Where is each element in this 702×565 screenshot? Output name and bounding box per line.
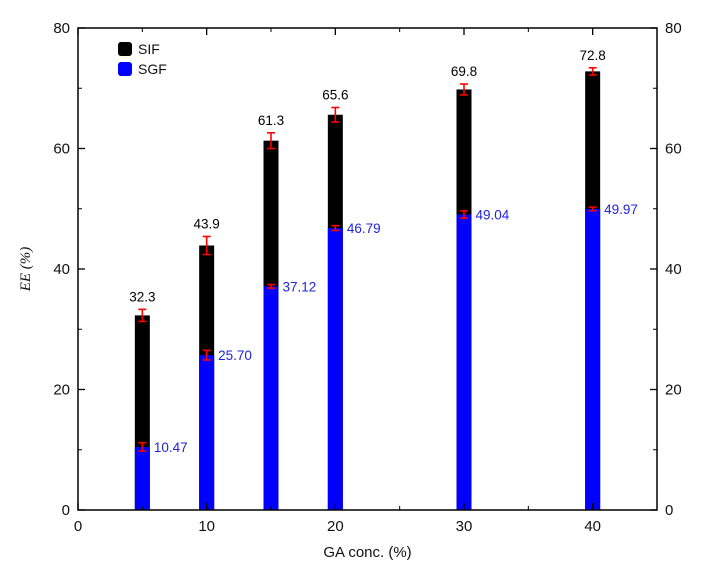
bar-sgf-0 (134, 446, 150, 510)
y-tick-label-right-1: 20 (665, 382, 682, 399)
y-axis-title: EE (%) (18, 247, 34, 293)
bar-sgf-5 (585, 208, 601, 510)
y-tick-label-left-4: 80 (53, 20, 70, 37)
data-label-sgf-3: 46.79 (347, 221, 381, 236)
bar-sgf-3 (327, 228, 343, 510)
data-label-sif-1: 43.9 (194, 216, 220, 231)
x-tick-label-4: 40 (584, 518, 601, 535)
data-labels-layer: 32.3 10.47 43.9 25.70 61.3 37.12 65.6 46.79 69.8… (129, 48, 638, 455)
y-tick-label-right-0: 0 (665, 502, 673, 519)
plot-frame (77, 27, 658, 511)
data-label-sgf-2: 37.12 (283, 279, 317, 294)
data-label-sgf-0: 10.47 (154, 440, 188, 455)
bars-layer (134, 71, 601, 511)
y-tick-label-right-4: 80 (665, 20, 682, 37)
legend-swatch-sgf (118, 62, 132, 76)
y-tick-label-left-1: 20 (53, 382, 70, 399)
data-label-sgf-5: 49.97 (604, 202, 638, 217)
y-tick-label-right-2: 40 (665, 261, 682, 278)
data-label-sif-0: 32.3 (129, 289, 155, 304)
y-tick-label-right-3: 60 (665, 141, 682, 158)
bar-sgf-4 (456, 214, 472, 510)
y-tick-label-left-0: 0 (62, 502, 70, 519)
legend-label-sif: SIF (138, 41, 160, 57)
legend-swatch-sif (118, 42, 132, 56)
data-label-sif-4: 69.8 (451, 64, 477, 79)
x-tick-label-0: 0 (74, 518, 82, 535)
x-tick-label-3: 30 (456, 518, 473, 535)
bar-sgf-1 (199, 355, 215, 510)
y-tick-label-left-3: 60 (53, 141, 70, 158)
x-tick-label-2: 20 (327, 518, 344, 535)
data-label-sif-5: 72.8 (580, 48, 606, 63)
data-label-sif-3: 65.6 (322, 88, 348, 103)
data-label-sgf-1: 25.70 (218, 348, 252, 363)
x-axis-title: GA conc. (%) (323, 544, 411, 561)
legend: SIF SGF (118, 41, 167, 77)
error-bars-layer (138, 66, 597, 452)
y-tick-label-left-2: 40 (53, 261, 70, 278)
bar-sgf-2 (263, 286, 279, 510)
x-tick-label-1: 10 (198, 518, 215, 535)
data-label-sgf-4: 49.04 (476, 208, 510, 223)
data-label-sif-2: 61.3 (258, 113, 284, 128)
legend-label-sgf: SGF (138, 61, 167, 77)
